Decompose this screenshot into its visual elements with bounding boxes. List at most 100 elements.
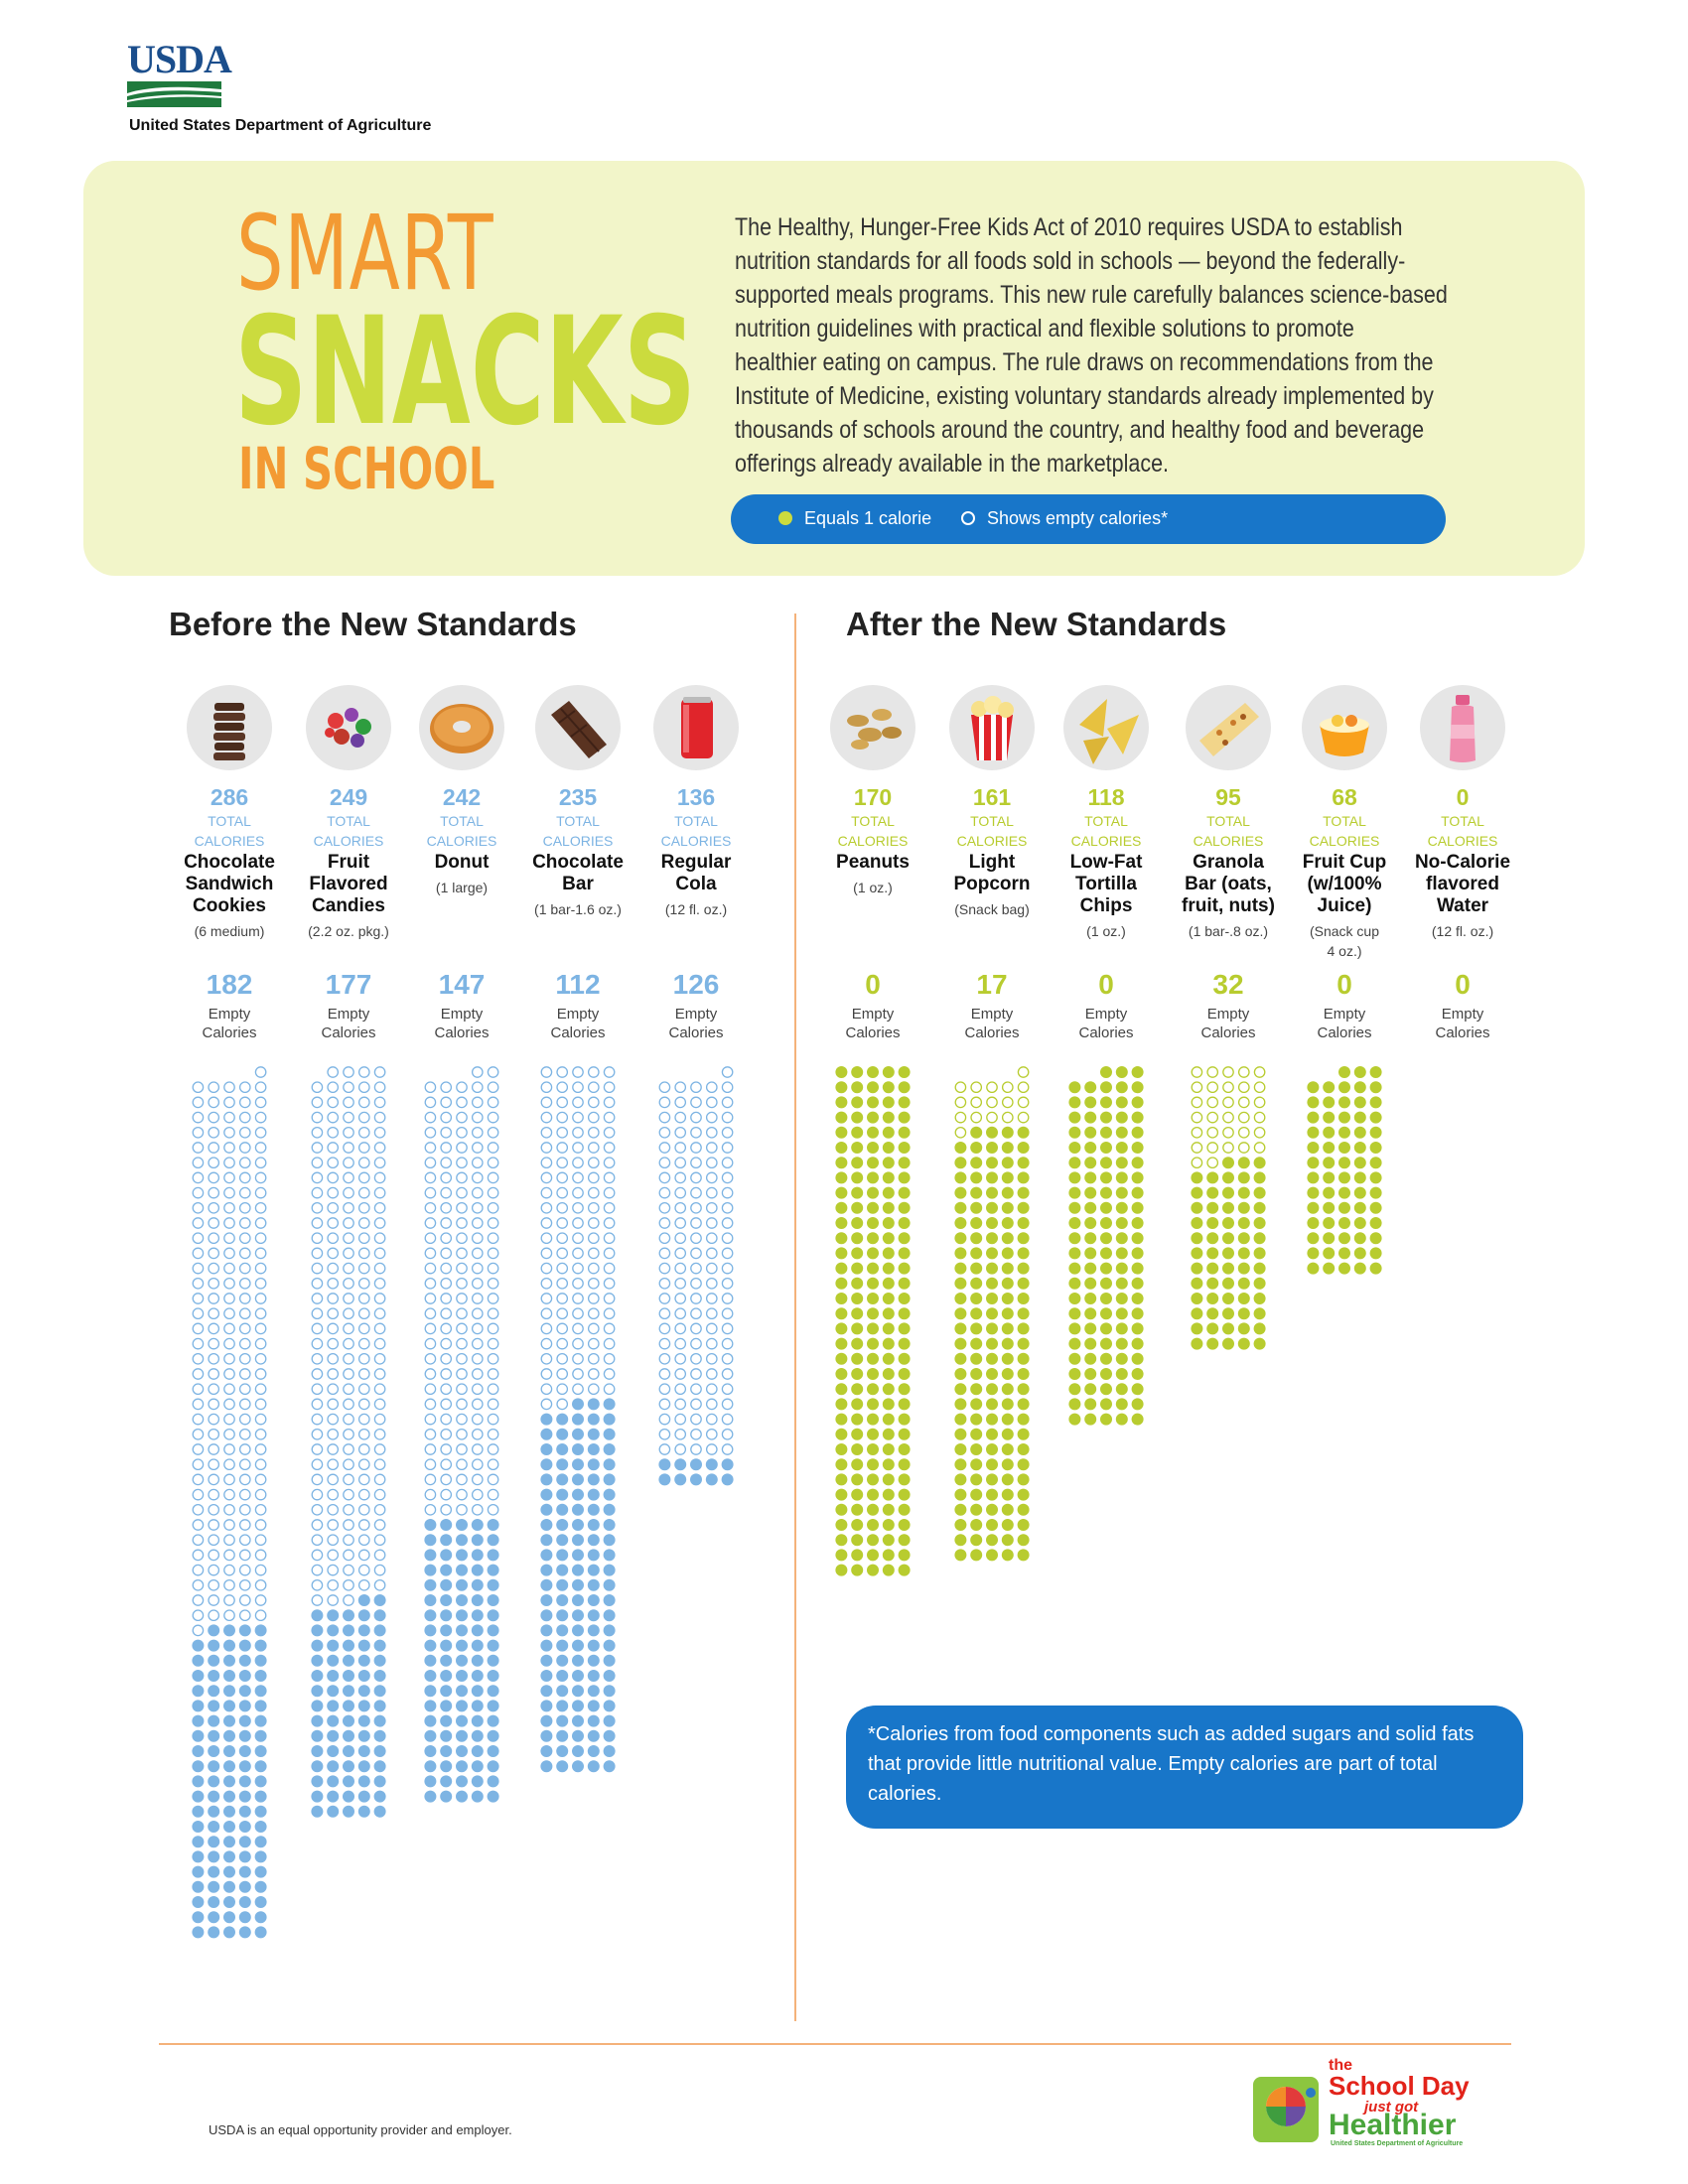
calorie-dot [192,1836,205,1848]
empty-calorie-dot [192,1383,205,1396]
empty-calorie-dot [357,1473,370,1486]
calories-label: Calories [202,1024,257,1041]
calorie-dot [867,1534,879,1547]
empty-calorie-dot [603,1081,616,1094]
empty-calorie-dot [658,1111,671,1124]
empty-calorie-dot [1001,1096,1014,1109]
empty-calorie-dot [674,1307,687,1320]
empty-calorie-dot [487,1247,499,1260]
calorie-dot [1068,1247,1081,1260]
empty-calorie-dot [456,1458,468,1471]
calorie-dot [1131,1277,1144,1290]
calorie-dot [1068,1337,1081,1350]
empty-calorie-dot [674,1368,687,1380]
calorie-dot [587,1745,600,1757]
empty-calorie-dot [373,1201,386,1214]
calorie-dot [1100,1413,1112,1426]
calorie-dot [587,1413,600,1426]
empty-calorie-dot [223,1337,235,1350]
empty-calorie-dot [456,1443,468,1455]
calorie-dot [556,1578,569,1591]
calorie-dot [603,1760,616,1773]
empty-calorie-dot [440,1473,453,1486]
calorie-dot [208,1624,220,1637]
calorie-dot [357,1685,370,1698]
empty-calorie-dot [424,1337,437,1350]
calorie-dot [1237,1217,1250,1229]
calorie-dot [1100,1277,1112,1290]
calorie-dot [311,1775,324,1788]
calorie-dot [208,1865,220,1878]
calorie-dot [898,1534,911,1547]
calorie-dot [311,1760,324,1773]
calorie-dot [970,1534,983,1547]
calorie-dot [898,1262,911,1275]
calorie-dot [540,1594,553,1606]
calorie-dot [238,1654,251,1667]
calorie-dot [540,1670,553,1682]
empty-calorie-dot [192,1186,205,1199]
empty-calorie-dot [223,1096,235,1109]
title-snacks: SNACKS [234,286,697,459]
calorie-dot [1017,1519,1030,1531]
calorie-dot [192,1896,205,1908]
calorie-dot [373,1685,386,1698]
calorie-dot [1237,1277,1250,1290]
calorie-dot [954,1413,967,1426]
calorie-dot [587,1670,600,1682]
empty-calorie-dot [587,1171,600,1184]
calorie-dot [327,1609,340,1622]
calorie-dot [1353,1171,1366,1184]
empty-calorie-dot [192,1503,205,1516]
empty-calorie-dot [327,1352,340,1365]
empty-calorie-dot [1237,1066,1250,1078]
empty-calorie-dot [238,1488,251,1501]
calorie-dot [882,1549,895,1562]
calorie-dot [456,1670,468,1682]
calorie-dot [882,1458,895,1471]
empty-calories-label: Empty Calories [1168,1005,1289,1042]
calorie-dot [1100,1293,1112,1304]
calorie-dot [603,1413,616,1426]
calorie-dot [1084,1337,1097,1350]
empty-calorie-dot [487,1157,499,1169]
calorie-dot [1115,1096,1128,1109]
empty-calorie-dot [223,1307,235,1320]
empty-calorie-dot [254,1247,267,1260]
empty-label: Empty [556,1006,600,1023]
calorie-dot [1017,1157,1030,1169]
empty-calorie-dot [373,1322,386,1335]
calorie-dot [238,1639,251,1652]
calorie-dot [556,1639,569,1652]
empty-calorie-dot [1191,1111,1203,1124]
calorie-dot [208,1821,220,1833]
empty-calorie-dot [238,1126,251,1139]
empty-calorie-dot [603,1262,616,1275]
serving-size: (12 fl. oz.) [635,899,757,919]
calorie-dot [1084,1398,1097,1411]
calorie-dot [986,1473,998,1486]
empty-calorie-dot [208,1081,220,1094]
empty-calorie-dot [343,1413,354,1426]
calorie-dot [867,1232,879,1245]
calorie-dot [471,1670,484,1682]
calorie-dot [867,1217,879,1229]
intro-line: Institute of Medicine, existing voluntar… [735,382,1434,410]
calorie-dot [471,1534,484,1547]
calorie-dot [986,1534,998,1547]
empty-calorie-dot [705,1413,718,1426]
empty-calorie-dot [471,1247,484,1260]
calorie-dot [1131,1307,1144,1320]
empty-calorie-dot [440,1443,453,1455]
calorie-dot [970,1443,983,1455]
calorie-dot [238,1926,251,1939]
calorie-dot [898,1503,911,1516]
empty-calorie-dot [603,1232,616,1245]
empty-calorie-dot [721,1111,734,1124]
calorie-dot [882,1277,895,1290]
calorie-dot [373,1594,386,1606]
empty-calorie-dot [440,1142,453,1154]
calorie-dot [1068,1293,1081,1304]
empty-calorie-dot [192,1624,205,1637]
empty-calories-label: Empty Calories [517,1005,638,1042]
